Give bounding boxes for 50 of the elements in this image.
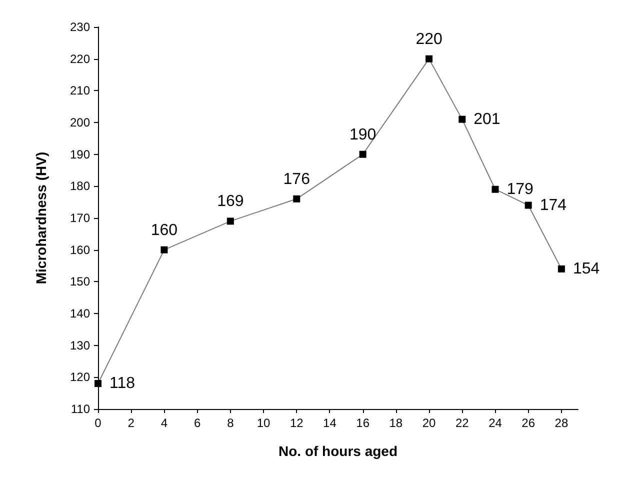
y-tick-label: 190: [70, 147, 90, 162]
y-tick-label: 160: [70, 242, 90, 257]
x-tick-label: 22: [455, 416, 470, 430]
y-tick-label: 130: [70, 338, 90, 352]
y-tick-label: 110: [70, 402, 90, 416]
y-tick-label: 120: [70, 370, 90, 384]
point: [359, 150, 366, 158]
x-tick-label: 24: [488, 416, 502, 430]
x-tick-label: 12: [290, 416, 304, 430]
data-label: 174: [540, 196, 567, 214]
point: [94, 380, 102, 388]
x-tick-label: 0: [94, 416, 102, 430]
y-tick-label: 220: [70, 52, 90, 66]
data-label: 154: [572, 260, 600, 278]
y-tick-label: 230: [70, 20, 90, 34]
y-tick-label: 140: [70, 306, 90, 320]
data-label: 169: [217, 193, 244, 210]
x-axis-title: No. of hours aged: [278, 443, 398, 459]
x-tick-label: 20: [422, 416, 436, 430]
data-label: 176: [283, 170, 310, 188]
y-tick-label: 180: [70, 179, 90, 194]
point: [226, 218, 234, 225]
data-label: 201: [474, 110, 500, 128]
point: [492, 186, 499, 193]
y-tick-label: 170: [70, 211, 90, 225]
data-label: 220: [416, 30, 442, 48]
y-axis-title: Microhardness (HV): [33, 152, 49, 284]
point: [293, 195, 300, 202]
point: [426, 55, 433, 62]
x-tick-label: 28: [554, 416, 568, 430]
point: [160, 246, 168, 254]
point: [524, 202, 532, 209]
x-tick-label: 26: [522, 416, 536, 430]
x-tick-label: 8: [227, 416, 234, 430]
data-label: 190: [349, 126, 376, 144]
x-tick-label: 18: [389, 416, 403, 430]
x-tick-label: 10: [256, 416, 271, 430]
x-tick-label: 14: [323, 416, 337, 430]
y-tick-label: 200: [70, 116, 90, 130]
x-tick-label: 16: [356, 416, 370, 430]
point: [458, 116, 466, 123]
data-label: 179: [506, 180, 534, 198]
x-tick-label: 2: [128, 416, 135, 430]
data-label: 160: [150, 222, 178, 239]
data-label: 118: [110, 375, 136, 392]
y-tick-label: 150: [70, 274, 90, 289]
x-tick-label: 6: [194, 416, 201, 430]
point: [558, 265, 565, 272]
y-tick-label: 210: [70, 84, 90, 98]
x-tick-label: 4: [160, 416, 168, 430]
